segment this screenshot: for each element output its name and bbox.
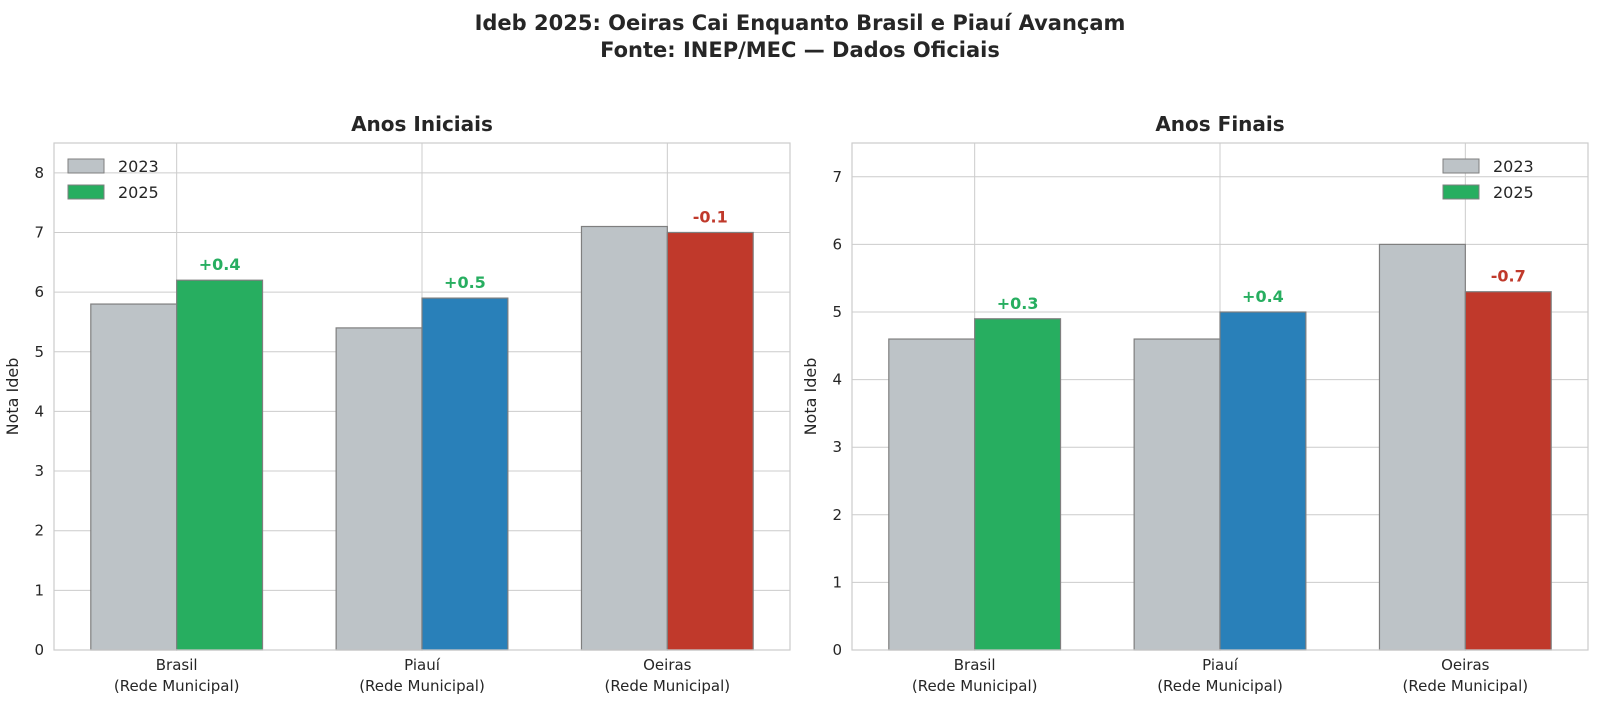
plot-border — [53, 142, 791, 651]
plot-border — [851, 142, 1589, 651]
y-tick-label: 7 — [832, 168, 842, 186]
y-tick-label: 2 — [832, 506, 842, 524]
y-tick-label: 1 — [832, 573, 842, 591]
bar-2025 — [1219, 311, 1307, 651]
panel-title: Anos Iniciais — [351, 112, 493, 136]
y-tick-label: 2 — [34, 522, 44, 540]
y-tick-label: 3 — [832, 438, 842, 456]
y-tick-label: 4 — [832, 371, 842, 389]
y-tick-label: 3 — [34, 462, 44, 480]
panel-title: Anos Finais — [1155, 112, 1284, 136]
x-tick-label: (Rede Municipal) — [605, 677, 731, 695]
x-tick-label: (Rede Municipal) — [114, 677, 240, 695]
y-tick-label: 6 — [34, 283, 44, 301]
y-axis-label: Nota Ideb — [3, 358, 22, 436]
legend-swatch — [1442, 184, 1480, 200]
bar-2025 — [1464, 291, 1552, 651]
bar-2023 — [888, 338, 976, 651]
bar-2023 — [1378, 243, 1466, 651]
bar-2025 — [666, 231, 754, 651]
data-label: +0.5 — [444, 273, 486, 292]
x-tick-label: Piauí — [404, 656, 441, 674]
x-tick-label: Brasil — [156, 656, 198, 674]
bar-2023 — [580, 225, 668, 651]
x-tick-label: Oeiras — [643, 656, 692, 674]
legend-swatch — [1442, 158, 1480, 174]
data-label: -0.7 — [1491, 267, 1526, 286]
legend-label: 2023 — [1493, 157, 1534, 176]
y-tick-label: 8 — [34, 164, 44, 182]
y-axis-label: Nota Ideb — [801, 358, 820, 436]
legend-swatch — [67, 184, 105, 200]
bar-2023 — [335, 327, 423, 651]
bar-2025 — [176, 279, 264, 651]
x-tick-label: (Rede Municipal) — [1157, 677, 1283, 695]
data-label: +0.4 — [1242, 287, 1284, 306]
data-label: +0.4 — [199, 255, 241, 274]
figure-subtitle: Fonte: INEP/MEC — Dados Oficiais — [600, 38, 1000, 62]
x-tick-label: Piauí — [1202, 656, 1239, 674]
y-tick-label: 5 — [832, 303, 842, 321]
data-label: +0.3 — [997, 294, 1039, 313]
figure-title-line-1: Ideb 2025: Oeiras Cai Enquanto Brasil e … — [474, 11, 1126, 35]
y-tick-label: 1 — [34, 581, 44, 599]
bar-2023 — [90, 303, 178, 651]
y-tick-label: 0 — [832, 641, 842, 659]
data-label: -0.1 — [693, 207, 728, 226]
figure-title: Ideb 2025: Oeiras Cai Enquanto Brasil e … — [0, 10, 1600, 64]
bar-2025 — [421, 297, 509, 651]
y-tick-label: 4 — [34, 402, 44, 420]
bar-2023 — [1133, 338, 1221, 651]
x-tick-label: (Rede Municipal) — [359, 677, 485, 695]
y-tick-label: 6 — [832, 235, 842, 253]
legend-label: 2023 — [118, 157, 159, 176]
x-tick-label: Brasil — [954, 656, 996, 674]
legend-swatch — [67, 158, 105, 174]
chart-panel-1: 0 1 2 3 4 5 6 7 8 +0.4 Brasil (Rede Municipal) +0.5 P… — [3, 112, 791, 695]
y-tick-label: 7 — [34, 223, 44, 241]
y-tick-label: 5 — [34, 343, 44, 361]
x-tick-label: (Rede Municipal) — [912, 677, 1038, 695]
x-tick-label: Oeiras — [1441, 656, 1490, 674]
chart-panel-2: 0 1 2 3 4 5 6 7 +0.3 Brasil (Rede Municipal) +0.4 Pi… — [801, 112, 1589, 695]
y-tick-label: 0 — [34, 641, 44, 659]
x-tick-label: (Rede Municipal) — [1403, 677, 1529, 695]
legend-label: 2025 — [118, 183, 159, 202]
legend-label: 2025 — [1493, 183, 1534, 202]
bar-2025 — [974, 318, 1062, 651]
